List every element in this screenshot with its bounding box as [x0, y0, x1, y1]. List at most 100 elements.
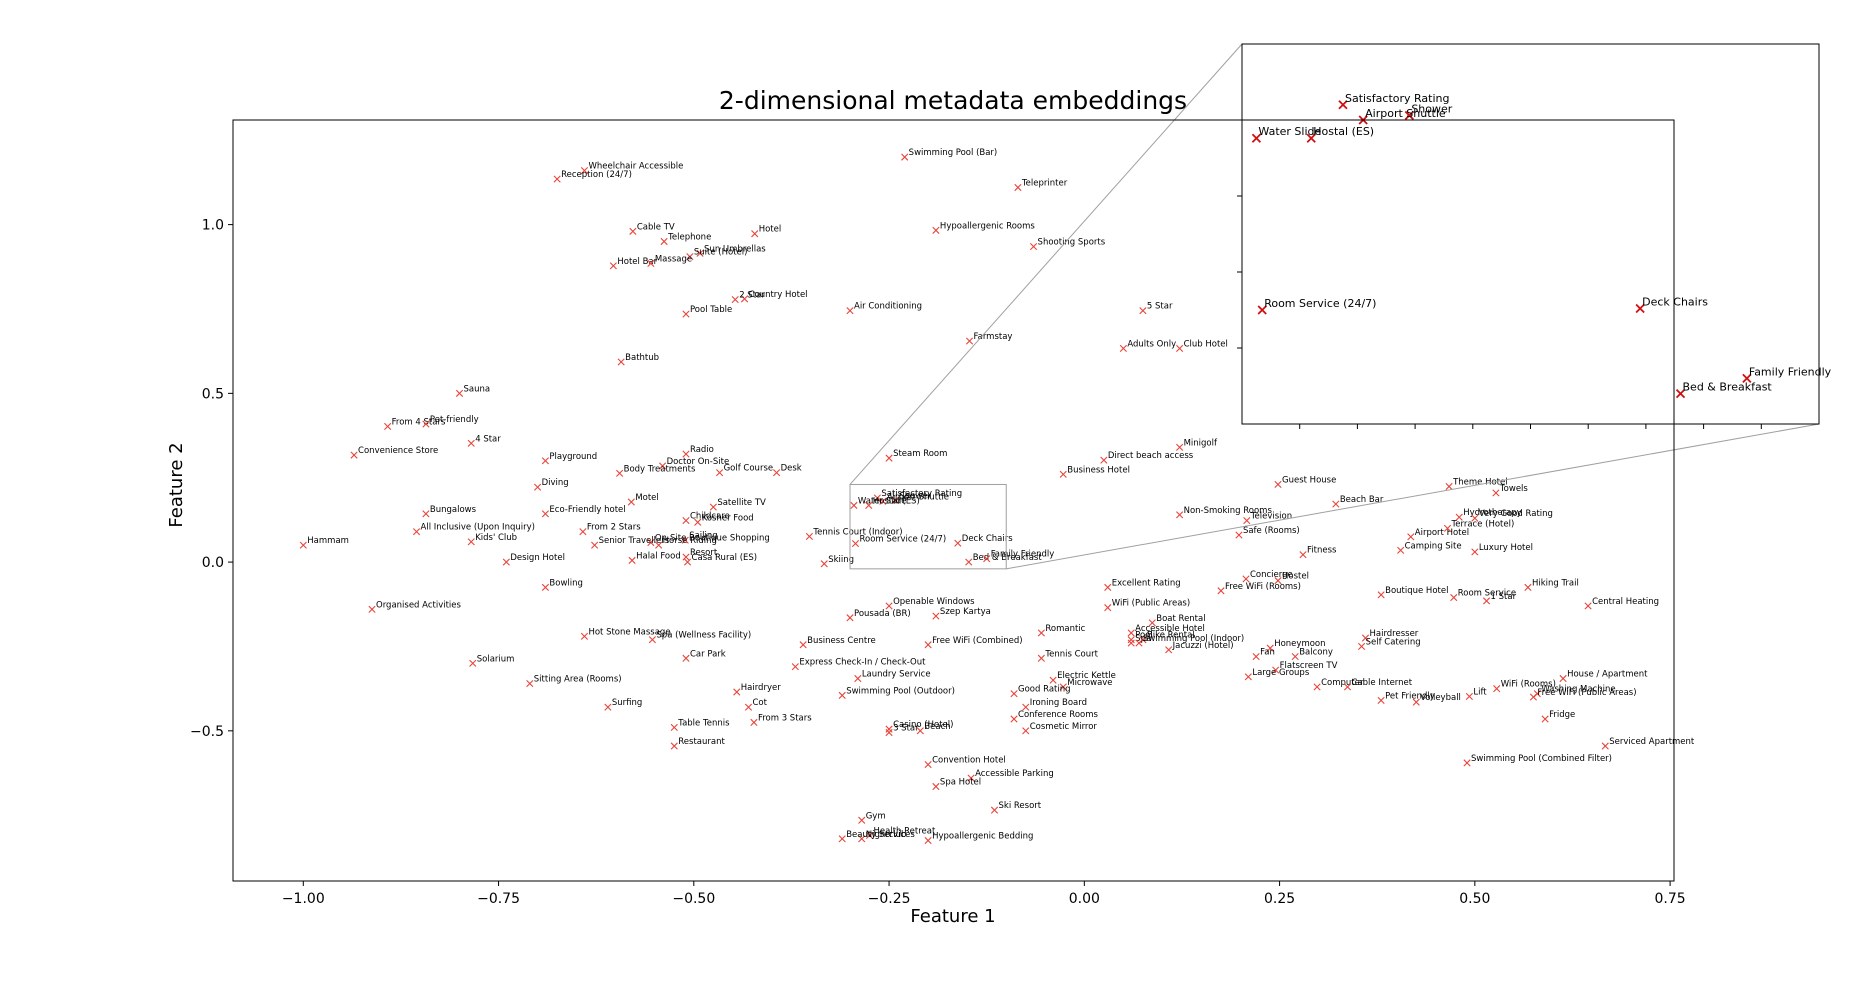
- data-point: Express Check-In / Check-Out: [791, 658, 926, 671]
- point-marker: [865, 501, 873, 509]
- point-label: Swimming Pool (Bar): [909, 148, 998, 158]
- point-label: Radio: [690, 445, 714, 455]
- data-point: Wheelchair Accessible: [580, 162, 683, 175]
- point-label: Room Service: [1458, 589, 1516, 599]
- point-marker: [455, 389, 464, 397]
- data-point: Pet Friendly: [1377, 691, 1435, 705]
- point-label: Health Retreat: [874, 826, 936, 836]
- data-point: Airport Hotel: [1407, 528, 1469, 541]
- point-marker: [1217, 587, 1225, 595]
- inset-point-label: Room Service (24/7): [1264, 297, 1376, 310]
- point-label: From 4 Stars: [392, 417, 446, 427]
- data-point: Minigolf: [1176, 438, 1218, 451]
- point-label: Kids' Club: [475, 533, 517, 543]
- point-label: Conference Rooms: [1018, 710, 1098, 720]
- data-point: Steam Room: [885, 449, 947, 462]
- data-point: Sauna: [455, 384, 490, 397]
- point-marker: [850, 501, 858, 509]
- point-marker: [967, 774, 975, 782]
- point-marker: [924, 836, 932, 845]
- point-label: Motel: [635, 493, 658, 503]
- point-label: Lift: [1473, 687, 1487, 697]
- data-point: Hotel: [751, 225, 781, 238]
- point-label: On-Site Boutique Shopping: [655, 534, 770, 544]
- point-marker: [422, 510, 430, 518]
- data-point: Good Rating: [1010, 685, 1071, 698]
- point-label: Free WiFi (Rooms): [1225, 582, 1301, 592]
- point-marker: [854, 674, 862, 683]
- data-point: Shower: [891, 491, 931, 504]
- point-label: Fitness: [1307, 546, 1337, 556]
- point-marker: [924, 760, 932, 769]
- point-marker: [1443, 524, 1452, 532]
- point-label: Hotel Bar: [617, 257, 657, 267]
- data-point: Accessible Parking: [967, 769, 1054, 782]
- data-point: Pet-friendly: [422, 415, 479, 428]
- data-point: Air Conditioning: [846, 302, 922, 315]
- point-marker: [629, 227, 637, 235]
- point-label: Cable Internet: [1352, 678, 1413, 688]
- data-point: Hotel Bar: [609, 257, 658, 270]
- inset-point-label: Hostal (ES): [1313, 125, 1374, 138]
- point-label: Hammam: [307, 536, 349, 546]
- data-point: Desk: [773, 464, 802, 477]
- point-marker: [579, 528, 587, 536]
- point-marker: [350, 451, 358, 459]
- y-tick-label: 0.5: [202, 386, 224, 402]
- point-marker: [791, 663, 799, 671]
- point-label: Hot Stone Massage: [588, 627, 670, 637]
- point-label: Large Groups: [1252, 668, 1309, 678]
- data-point: Resort: [682, 548, 718, 561]
- point-marker: [682, 553, 690, 561]
- data-point: Nightclub: [858, 830, 906, 843]
- data-point: Reception (24/7): [553, 170, 632, 183]
- inset-data-point: Bed & Breakfast: [1675, 381, 1772, 399]
- point-marker: [628, 556, 636, 564]
- point-marker: [670, 723, 678, 732]
- data-point: Beach Bar: [1332, 495, 1384, 508]
- data-point: Electric Kettle: [1049, 671, 1116, 684]
- point-marker: [541, 510, 550, 518]
- data-point: Sailing: [681, 531, 718, 544]
- point-marker: [1742, 373, 1752, 384]
- data-point: Tennis Court: [1037, 649, 1099, 662]
- point-marker: [660, 237, 668, 246]
- data-point: Pool Table: [682, 305, 732, 318]
- point-marker: [1127, 629, 1135, 637]
- data-point: Country Hotel: [740, 290, 808, 303]
- point-label: Room Service (24/7): [859, 535, 946, 545]
- point-marker: [1244, 673, 1252, 681]
- point-marker: [502, 558, 510, 566]
- data-point: Water Slide: [850, 496, 906, 509]
- data-point: Cable Internet: [1343, 678, 1413, 691]
- data-point: Boat Rental: [1148, 614, 1206, 627]
- point-marker: [885, 602, 893, 610]
- point-label: Terrace (Hotel): [1451, 519, 1515, 529]
- y-tick-label: 0.0: [202, 555, 224, 571]
- point-marker: [1455, 513, 1463, 521]
- data-point: Kosher Food: [694, 513, 754, 526]
- data-point: Swimming Pool (Bar): [901, 148, 998, 161]
- point-label: Serviced Apartment: [1609, 737, 1695, 747]
- data-point: Spa Hotel: [932, 778, 981, 791]
- point-label: Childcare: [690, 512, 730, 522]
- point-marker: [1022, 727, 1030, 735]
- data-point: Cosmetic Mirror: [1022, 722, 1097, 735]
- point-marker: [1471, 514, 1479, 522]
- point-label: Volleyball: [1420, 693, 1461, 703]
- point-label: Family Friendly: [991, 550, 1055, 560]
- point-marker: [1299, 551, 1307, 559]
- point-marker: [683, 558, 692, 566]
- point-marker: [858, 835, 866, 843]
- data-point: Terrace (Hotel): [1443, 519, 1515, 532]
- point-marker: [541, 457, 550, 465]
- point-marker: [1176, 344, 1184, 353]
- point-label: Spa (Wellness Facility): [656, 631, 751, 641]
- data-point: Guest House: [1274, 475, 1336, 489]
- point-marker: [694, 518, 702, 526]
- inset-point-label: Shower: [1411, 102, 1452, 115]
- data-point: Hiking Trail: [1524, 578, 1579, 591]
- zoom-connector-line: [1006, 423, 1820, 570]
- point-label: From 3 Stars: [758, 713, 812, 723]
